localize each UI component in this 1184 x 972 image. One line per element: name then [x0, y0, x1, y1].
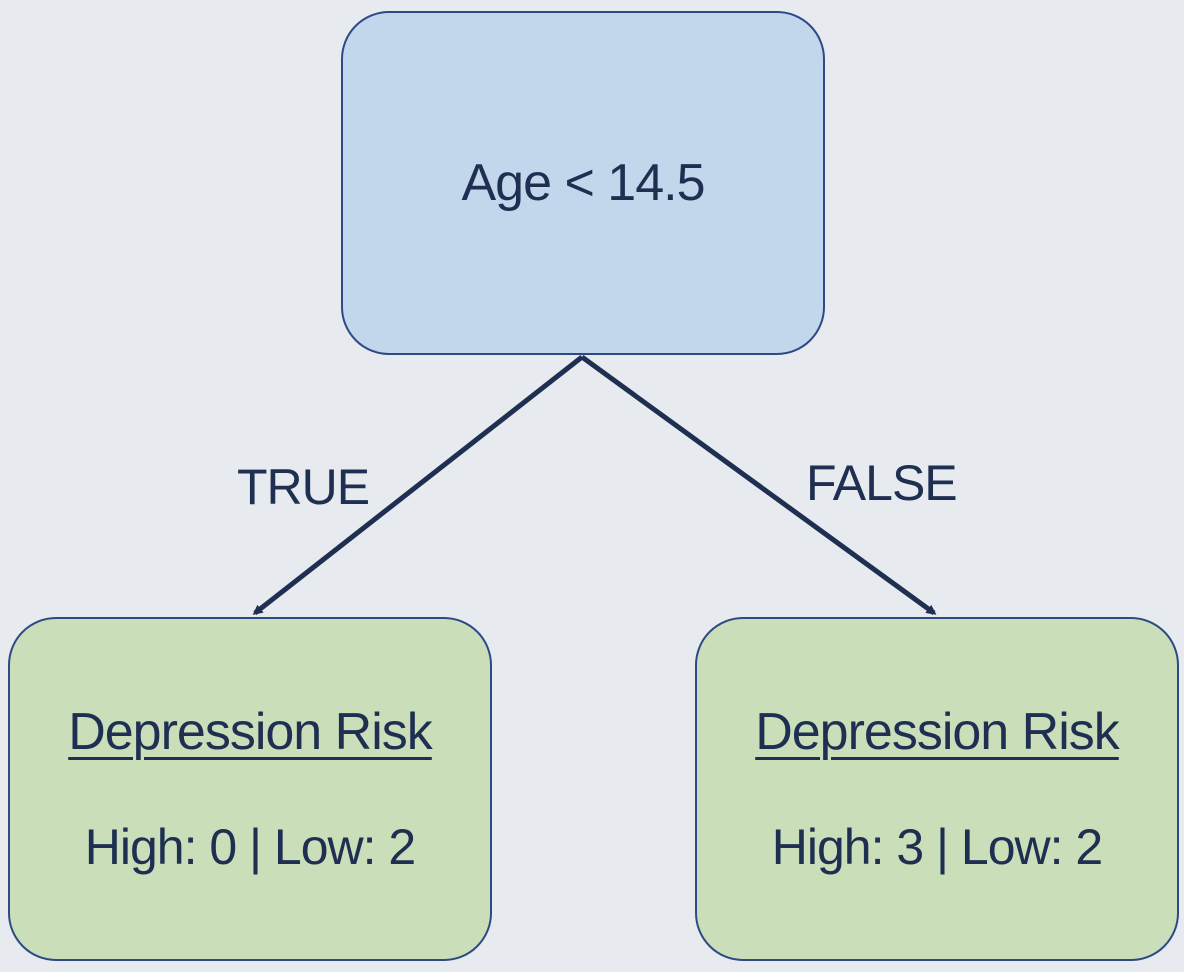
leaf-title: Depression Risk — [755, 703, 1120, 761]
true-edge-label: TRUE — [237, 459, 370, 515]
root-node: Age < 14.5 — [341, 11, 825, 355]
root-condition-label: Age < 14.5 — [461, 154, 706, 212]
leaf-node-false: Depression Risk High: 3 | Low: 2 — [695, 617, 1179, 961]
leaf-counts: High: 3 | Low: 2 — [771, 819, 1104, 875]
true-edge-arrow — [252, 355, 584, 615]
leaf-title: Depression Risk — [68, 703, 433, 761]
leaf-counts: High: 0 | Low: 2 — [84, 819, 417, 875]
false-edge-arrow — [580, 354, 937, 616]
leaf-node-true: Depression Risk High: 0 | Low: 2 — [8, 617, 492, 961]
false-edge-label: FALSE — [806, 455, 958, 511]
